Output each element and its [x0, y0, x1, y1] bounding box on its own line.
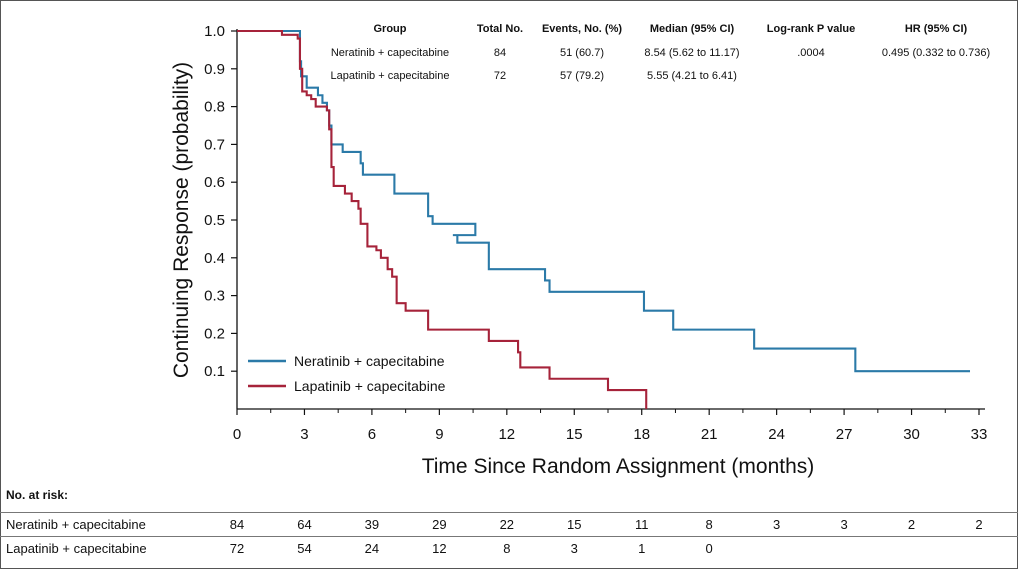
- at-risk-value: 22: [499, 517, 515, 532]
- at-risk-value: 24: [364, 541, 380, 556]
- x-tick-label: 3: [300, 426, 308, 443]
- series-line-neratinib: [237, 29, 971, 373]
- stats-header: Events, No. (%): [542, 23, 622, 35]
- legend-label: Neratinib + capecitabine: [294, 353, 445, 369]
- y-axis-label: Continuing Response (probability): [170, 62, 193, 378]
- y-tick-label: 0.6: [204, 174, 225, 191]
- at-risk-row-neratinib: Neratinib + capecitabine 84 64 39 29 22 15 11 8…: [0, 512, 1018, 536]
- stats-cell: 5.55 (4.21 to 6.41): [647, 70, 737, 82]
- x-tick-label: 33: [971, 426, 988, 443]
- stats-cell: 51 (60.7): [560, 47, 604, 59]
- x-tick-label: 18: [633, 426, 650, 443]
- y-tick-label: 0.3: [204, 288, 225, 305]
- x-tick-label: 24: [768, 426, 785, 443]
- y-tick-label: 0.2: [204, 325, 225, 342]
- stats-cell: .0004: [797, 47, 825, 59]
- stats-header: Group: [374, 23, 407, 35]
- x-axis-label: Time Since Random Assignment (months): [422, 455, 815, 478]
- x-tick-label: 30: [903, 426, 920, 443]
- at-risk-value: 15: [567, 517, 582, 532]
- y-tick-label: 0.7: [204, 136, 225, 153]
- at-risk-value: 1: [638, 541, 646, 556]
- at-risk-value: 3: [570, 541, 578, 556]
- at-risk-value: 8: [503, 541, 511, 556]
- y-tick-label: 0.8: [204, 99, 225, 116]
- at-risk-value: 12: [432, 541, 447, 556]
- at-risk-value: 3: [773, 517, 781, 532]
- y-tick-label: 0.5: [204, 212, 225, 229]
- stats-cell: 84: [494, 47, 506, 59]
- stats-cell: 0.495 (0.332 to 0.736): [882, 47, 990, 59]
- y-tick-label: 0.1: [204, 363, 225, 380]
- at-risk-value: 2: [907, 517, 916, 532]
- x-tick-label: 0: [233, 426, 241, 443]
- x-tick-label: 21: [701, 426, 718, 443]
- at-risk-value: 8: [705, 517, 713, 532]
- stats-cell: 8.54 (5.62 to 11.17): [644, 47, 739, 59]
- at-risk-value: 64: [297, 517, 312, 532]
- km-plot: 0.1 0.2 0.3 0.4 0.5 0.6 0.7 0.8 0.9 1.0 0 3 6 9 12 15 18…: [170, 23, 990, 478]
- stats-header: Median (95% CI): [650, 23, 735, 35]
- stats-cell: 72: [494, 70, 506, 82]
- at-risk-value: 2: [975, 517, 983, 532]
- stats-cell: Neratinib + capecitabine: [331, 47, 449, 59]
- stats-header: Total No.: [477, 23, 523, 35]
- stats-cell: Lapatinib + capecitabine: [331, 70, 450, 82]
- x-tick-label: 15: [566, 426, 583, 443]
- y-tick-label: 0.4: [204, 250, 225, 267]
- at-risk-title: No. at risk:: [6, 488, 69, 502]
- at-risk-value: 29: [432, 517, 447, 532]
- y-tick-label: 0.9: [204, 61, 225, 78]
- at-risk-value: 54: [297, 541, 312, 556]
- stats-header: Log-rank P value: [767, 23, 855, 35]
- x-tick-label: 27: [836, 426, 853, 443]
- series-line-lapatinib: [237, 29, 648, 409]
- x-tick-label: 12: [498, 426, 515, 443]
- at-risk-row-lapatinib: Lapatinib + capecitabine 72 54 24 12 8 3 1 0: [0, 536, 1018, 560]
- stats-cell: 57 (79.2): [560, 70, 604, 82]
- at-risk-value: 39: [364, 517, 380, 532]
- at-risk-value: 11: [634, 517, 649, 532]
- at-risk-value: 3: [840, 517, 848, 532]
- y-tick-label: 1.0: [204, 23, 225, 40]
- at-risk-label: Neratinib + capecitabine: [6, 517, 146, 532]
- at-risk-value: 72: [229, 541, 245, 556]
- x-tick-label: 9: [435, 426, 443, 443]
- legend-label: Lapatinib + capecitabine: [294, 378, 446, 394]
- x-tick-label: 6: [368, 426, 376, 443]
- at-risk-value: 0: [705, 541, 713, 556]
- stats-header: HR (95% CI): [905, 23, 968, 35]
- at-risk-value: 84: [229, 517, 245, 532]
- at-risk-label: Lapatinib + capecitabine: [6, 541, 147, 556]
